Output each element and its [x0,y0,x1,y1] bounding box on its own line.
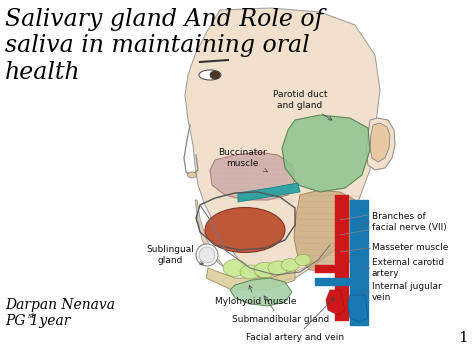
Polygon shape [195,200,225,268]
Polygon shape [210,152,295,200]
Ellipse shape [268,261,288,275]
Text: saliva in maintaining oral: saliva in maintaining oral [5,34,310,58]
Text: Buccinator
muscle: Buccinator muscle [218,148,268,172]
Ellipse shape [281,259,299,271]
Polygon shape [348,295,368,322]
Text: External carotid
artery: External carotid artery [372,258,444,278]
Polygon shape [282,115,370,192]
Text: Internal jugular
vein: Internal jugular vein [372,282,442,302]
Text: st: st [28,312,36,320]
Ellipse shape [199,70,221,80]
Text: Darpan Nenava: Darpan Nenava [5,298,115,312]
Ellipse shape [205,208,285,252]
Polygon shape [185,8,380,282]
Text: Branches of
facial nerve (VII): Branches of facial nerve (VII) [372,212,447,232]
Ellipse shape [210,71,220,79]
Polygon shape [370,123,390,162]
Ellipse shape [223,260,247,277]
Text: Parotid duct
and gland: Parotid duct and gland [273,90,332,120]
Text: PG 1: PG 1 [5,314,39,328]
Ellipse shape [240,265,260,279]
Polygon shape [255,240,345,282]
Polygon shape [294,190,360,272]
Polygon shape [326,290,345,315]
Ellipse shape [188,172,197,178]
Ellipse shape [196,244,218,266]
Polygon shape [366,118,395,170]
Polygon shape [230,278,292,306]
Text: Masseter muscle: Masseter muscle [372,244,448,252]
Text: 1: 1 [458,331,468,345]
Ellipse shape [254,262,276,278]
Text: Submandibular gland: Submandibular gland [232,296,329,324]
Polygon shape [206,268,295,290]
Text: Sublingual
gland: Sublingual gland [146,245,203,265]
Text: Facial artery and vein: Facial artery and vein [246,297,344,343]
Ellipse shape [295,255,311,266]
Polygon shape [238,183,300,202]
Text: Mylohyoid muscle: Mylohyoid muscle [215,285,297,306]
Ellipse shape [199,247,215,263]
Text: year: year [35,314,70,328]
Text: health: health [5,61,81,84]
Text: Salivary gland And Role of: Salivary gland And Role of [5,8,323,31]
